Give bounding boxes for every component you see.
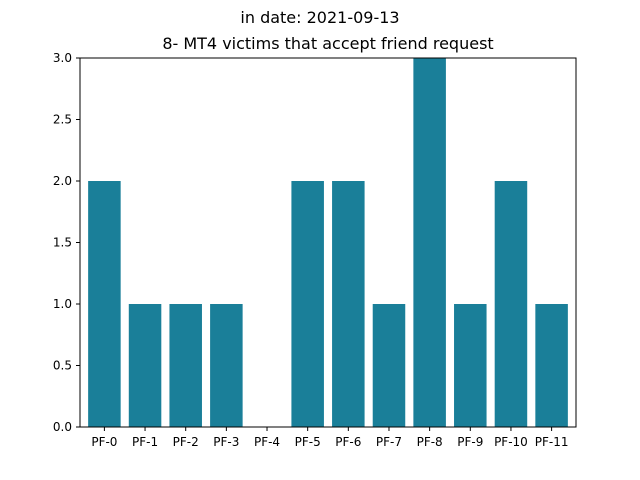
bar-pf-3 — [210, 304, 243, 427]
x-tick-label: PF-10 — [494, 435, 528, 449]
x-tick-label: PF-4 — [254, 435, 280, 449]
x-tick-label: PF-5 — [295, 435, 321, 449]
y-tick-label: 0.0 — [53, 420, 72, 434]
bars-layer — [88, 58, 568, 427]
x-tick-label: PF-8 — [417, 435, 443, 449]
bar-pf-5 — [291, 181, 324, 427]
bar-pf-9 — [454, 304, 487, 427]
bar-pf-0 — [88, 181, 121, 427]
y-tick-label: 3.0 — [53, 51, 72, 65]
x-tick-label: PF-11 — [535, 435, 569, 449]
y-tick-label: 2.5 — [53, 113, 72, 127]
bar-pf-2 — [169, 304, 202, 427]
bar-pf-1 — [128, 304, 162, 427]
bar-pf-7 — [372, 304, 406, 427]
y-axis: 0.0 0.5 1.0 1.5 2.0 2.5 3.0 — [53, 51, 80, 434]
bar-pf-11 — [535, 304, 568, 427]
bar-pf-8 — [413, 58, 446, 427]
x-tick-label: PF-0 — [91, 435, 117, 449]
x-tick-label: PF-1 — [132, 435, 158, 449]
x-tick-label: PF-6 — [335, 435, 361, 449]
x-tick-label: PF-7 — [376, 435, 402, 449]
y-tick-label: 1.0 — [53, 297, 72, 311]
x-tick-label: PF-9 — [457, 435, 483, 449]
x-tick-label: PF-3 — [213, 435, 239, 449]
bar-pf-6 — [332, 181, 365, 427]
y-tick-label: 0.5 — [53, 359, 72, 373]
chart-title: 8- MT4 victims that accept friend reques… — [162, 34, 493, 53]
x-axis: PF-0 PF-1 PF-2 PF-3 PF-4 PF-5 PF-6 PF-7 PF-8 PF-9… — [91, 427, 568, 449]
x-tick-label: PF-2 — [173, 435, 199, 449]
y-tick-label: 1.5 — [53, 236, 72, 250]
y-tick-label: 2.0 — [53, 174, 72, 188]
plot-frame — [79, 57, 577, 428]
bar-pf-10 — [494, 181, 528, 427]
chart-suptitle: in date: 2021-09-13 — [240, 8, 399, 27]
